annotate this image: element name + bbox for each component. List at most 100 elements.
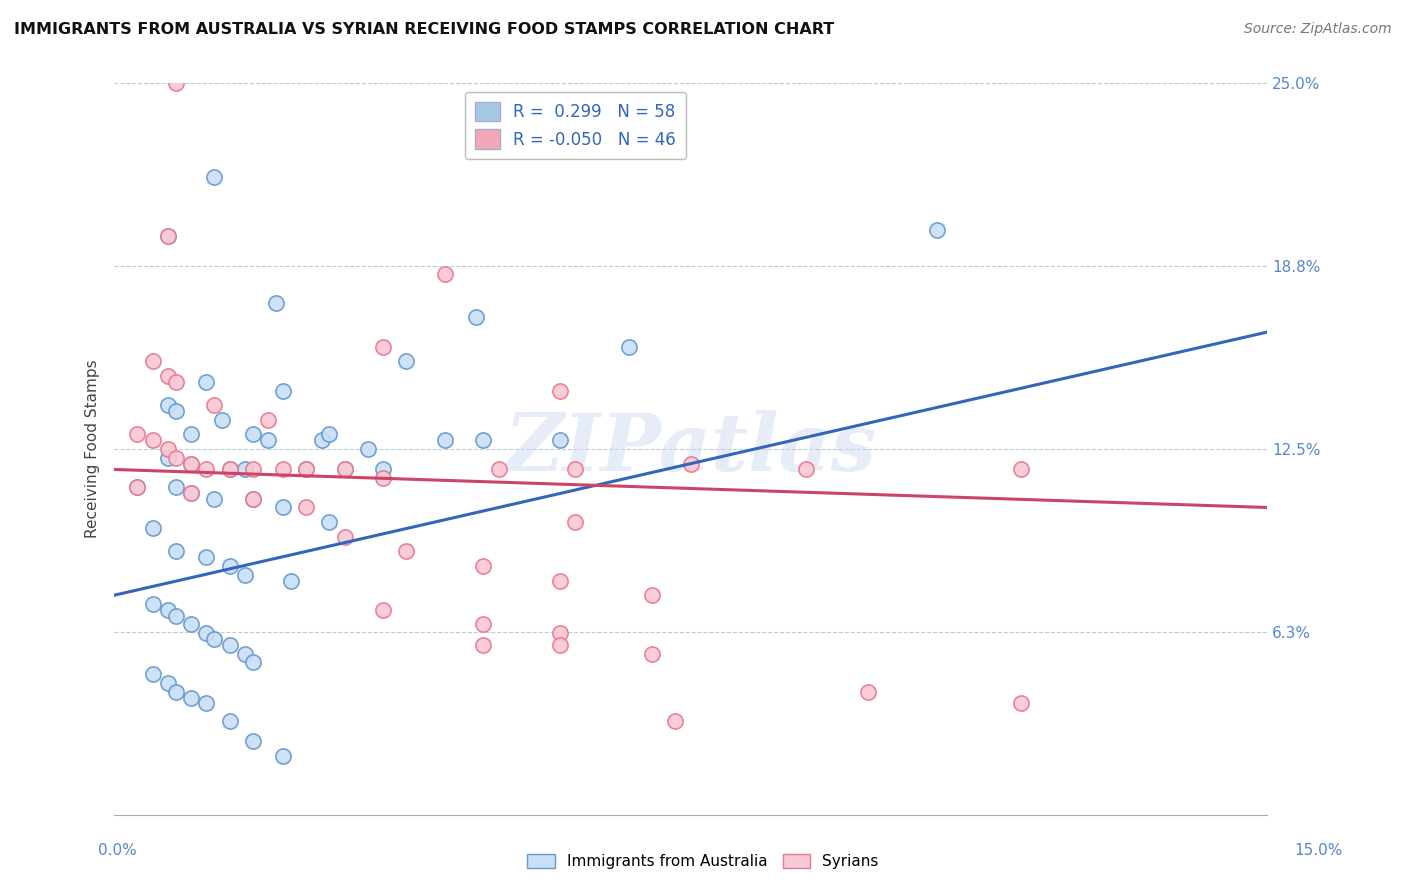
Point	[156, 398, 179, 412]
Point	[273, 749, 295, 764]
Point	[218, 714, 240, 728]
Point	[564, 515, 586, 529]
Point	[257, 434, 280, 448]
Point	[180, 690, 202, 705]
Point	[165, 608, 187, 623]
Point	[679, 457, 702, 471]
Point	[1010, 697, 1032, 711]
Point	[242, 734, 264, 748]
Point	[156, 442, 179, 456]
Point	[472, 617, 495, 632]
Point	[156, 676, 179, 690]
Point	[195, 462, 218, 476]
Point	[180, 486, 202, 500]
Point	[548, 638, 571, 652]
Point	[233, 462, 256, 476]
Point	[264, 295, 287, 310]
Point	[156, 228, 179, 243]
Point	[564, 462, 586, 476]
Point	[180, 457, 202, 471]
Point	[242, 491, 264, 506]
Point	[218, 462, 240, 476]
Point	[211, 413, 233, 427]
Point	[548, 434, 571, 448]
Text: Source: ZipAtlas.com: Source: ZipAtlas.com	[1244, 22, 1392, 37]
Point	[311, 434, 333, 448]
Point	[925, 222, 948, 236]
Point	[242, 656, 264, 670]
Point	[233, 567, 256, 582]
Point	[464, 310, 486, 325]
Point	[472, 559, 495, 574]
Point	[295, 462, 318, 476]
Point	[548, 384, 571, 398]
Point	[257, 413, 280, 427]
Point	[218, 638, 240, 652]
Point	[165, 77, 187, 91]
Point	[218, 559, 240, 574]
Point	[548, 574, 571, 588]
Point	[142, 521, 165, 535]
Point	[180, 617, 202, 632]
Point	[180, 486, 202, 500]
Point	[373, 603, 395, 617]
Point	[202, 491, 225, 506]
Text: IMMIGRANTS FROM AUSTRALIA VS SYRIAN RECEIVING FOOD STAMPS CORRELATION CHART: IMMIGRANTS FROM AUSTRALIA VS SYRIAN RECE…	[14, 22, 834, 37]
Point	[619, 340, 641, 354]
Point	[218, 462, 240, 476]
Point	[357, 442, 380, 456]
Point	[242, 491, 264, 506]
Point	[373, 462, 395, 476]
Text: 0.0%: 0.0%	[98, 843, 138, 858]
Legend: R =  0.299   N = 58, R = -0.050   N = 46: R = 0.299 N = 58, R = -0.050 N = 46	[465, 92, 686, 159]
Point	[373, 340, 395, 354]
Point	[165, 544, 187, 558]
Point	[165, 375, 187, 389]
Point	[142, 434, 165, 448]
Point	[295, 462, 318, 476]
Point	[433, 434, 456, 448]
Text: ZIPatlas: ZIPatlas	[505, 410, 877, 488]
Point	[472, 638, 495, 652]
Point	[165, 450, 187, 465]
Point	[202, 632, 225, 646]
Point	[333, 530, 356, 544]
Point	[333, 462, 356, 476]
Point	[202, 398, 225, 412]
Point	[280, 574, 302, 588]
Point	[373, 471, 395, 485]
Point	[472, 434, 495, 448]
Point	[548, 626, 571, 640]
Point	[488, 462, 510, 476]
Point	[395, 354, 418, 368]
Point	[165, 404, 187, 418]
Point	[127, 480, 149, 494]
Point	[202, 169, 225, 184]
Point	[856, 684, 879, 698]
Point	[195, 697, 218, 711]
Point	[242, 462, 264, 476]
Y-axis label: Receiving Food Stamps: Receiving Food Stamps	[86, 359, 100, 538]
Point	[156, 450, 179, 465]
Point	[156, 228, 179, 243]
Point	[641, 588, 664, 602]
Point	[165, 480, 187, 494]
Point	[318, 427, 340, 442]
Point	[395, 544, 418, 558]
Point	[333, 462, 356, 476]
Point	[142, 667, 165, 681]
Point	[195, 375, 218, 389]
Point	[195, 626, 218, 640]
Point	[127, 427, 149, 442]
Point	[156, 603, 179, 617]
Legend: Immigrants from Australia, Syrians: Immigrants from Australia, Syrians	[522, 848, 884, 875]
Point	[641, 647, 664, 661]
Point	[180, 457, 202, 471]
Point	[142, 354, 165, 368]
Point	[664, 714, 686, 728]
Point	[142, 597, 165, 611]
Text: 15.0%: 15.0%	[1295, 843, 1343, 858]
Point	[180, 427, 202, 442]
Point	[433, 267, 456, 281]
Point	[273, 500, 295, 515]
